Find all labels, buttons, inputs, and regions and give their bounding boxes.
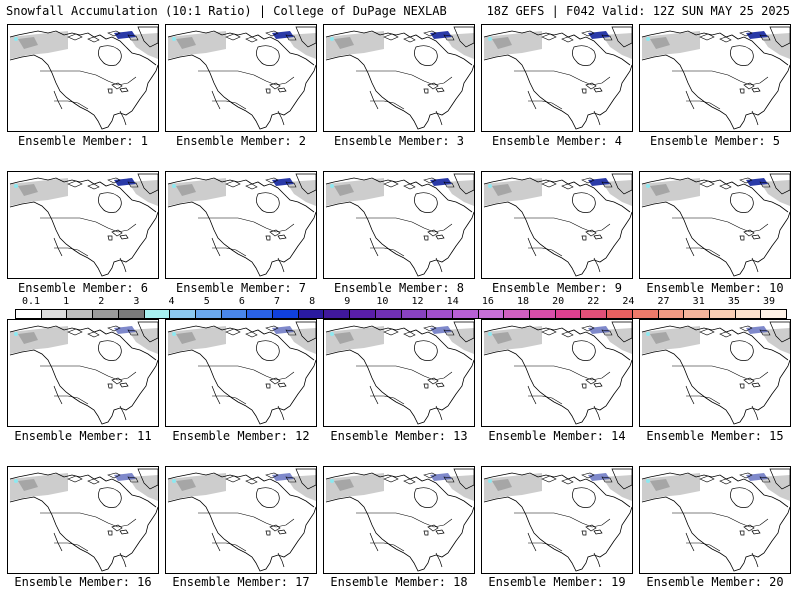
colorbar-swatch xyxy=(118,310,145,318)
ensemble-member-map xyxy=(165,171,317,279)
colorbar-tick-label: 8 xyxy=(309,296,316,307)
colorbar-swatch xyxy=(555,310,582,318)
ensemble-member-label: Ensemble Member: 6 xyxy=(17,281,149,295)
colorbar-swatch xyxy=(144,310,171,318)
ensemble-member-map xyxy=(481,24,633,132)
ensemble-member-label: Ensemble Member: 20 xyxy=(646,575,784,589)
colorbar-tick-label: 10 xyxy=(376,296,389,307)
colorbar-tick-label: 27 xyxy=(657,296,670,307)
colorbar-swatch xyxy=(658,310,685,318)
ensemble-member-label: Ensemble Member: 15 xyxy=(646,429,784,443)
ensemble-member-map xyxy=(639,171,791,279)
ensemble-member-label: Ensemble Member: 1 xyxy=(17,134,149,148)
ensemble-member-label: Ensemble Member: 2 xyxy=(175,134,307,148)
ensemble-member-label: Ensemble Member: 7 xyxy=(175,281,307,295)
ensemble-member-label: Ensemble Member: 5 xyxy=(649,134,781,148)
colorbar-swatch xyxy=(195,310,222,318)
ensemble-member-label: Ensemble Member: 8 xyxy=(333,281,465,295)
colorbar-tick-label: 20 xyxy=(552,296,565,307)
colorbar-swatch xyxy=(401,310,428,318)
colorbar-tick-label: 1 xyxy=(63,296,70,307)
ensemble-member-map xyxy=(165,466,317,574)
colorbar-tick-label: 16 xyxy=(481,296,494,307)
colorbar-swatch xyxy=(684,310,710,318)
colorbar-swatch xyxy=(67,310,94,318)
ensemble-member-map xyxy=(323,319,475,427)
ensemble-member-label: Ensemble Member: 16 xyxy=(14,575,152,589)
colorbar-tick-label: 14 xyxy=(446,296,459,307)
colorbar-swatch xyxy=(709,310,736,318)
map-title: Snowfall Accumulation (10:1 Ratio) | Col… xyxy=(6,4,447,18)
ensemble-member-label: Ensemble Member: 9 xyxy=(491,281,623,295)
colorbar-swatch xyxy=(350,310,376,318)
colorbar-swatch xyxy=(41,310,68,318)
colorbar-swatch xyxy=(298,310,325,318)
colorbar-swatch xyxy=(221,310,248,318)
colorbar-swatch xyxy=(761,310,787,318)
colorbar-swatch xyxy=(581,310,608,318)
ensemble-member-map xyxy=(639,466,791,574)
colorbar-tick-label: 9 xyxy=(344,296,351,307)
colorbar-swatch xyxy=(452,310,479,318)
ensemble-member-label: Ensemble Member: 12 xyxy=(172,429,310,443)
ensemble-member-map xyxy=(481,171,633,279)
colorbar-tick-label: 2 xyxy=(98,296,105,307)
colorbar-tick-label: 31 xyxy=(692,296,705,307)
colorbar-tick-label: 4 xyxy=(168,296,175,307)
colorbar-swatch xyxy=(427,310,453,318)
snowfall-colorbar xyxy=(15,309,787,319)
colorbar-swatch xyxy=(530,310,556,318)
colorbar-tick-label: 6 xyxy=(238,296,245,307)
ensemble-member-map xyxy=(323,24,475,132)
colorbar-swatch xyxy=(504,310,531,318)
colorbar-swatch xyxy=(478,310,505,318)
ensemble-member-map xyxy=(7,24,159,132)
colorbar-tick-label: 7 xyxy=(273,296,281,307)
ensemble-member-map xyxy=(165,319,317,427)
ensemble-member-map xyxy=(7,466,159,574)
ensemble-member-label: Ensemble Member: 4 xyxy=(491,134,623,148)
colorbar-swatch xyxy=(735,310,762,318)
ensemble-member-label: Ensemble Member: 10 xyxy=(646,281,784,295)
ensemble-member-label: Ensemble Member: 11 xyxy=(14,429,152,443)
ensemble-member-label: Ensemble Member: 14 xyxy=(488,429,626,443)
ensemble-member-map xyxy=(7,171,159,279)
ensemble-member-map xyxy=(323,466,475,574)
colorbar-tick-label: 0.1 xyxy=(21,296,41,307)
ensemble-member-map xyxy=(165,24,317,132)
colorbar-ticks: 0.1 1 2 3 4 5 6 7 8 9 10 12 14 16 18 20 22 24 27 31 35 39 xyxy=(15,296,785,308)
colorbar-tick-label: 5 xyxy=(203,296,210,307)
colorbar-tick-label: 18 xyxy=(516,296,530,307)
colorbar-swatch xyxy=(273,310,299,318)
ensemble-member-map xyxy=(639,319,791,427)
ensemble-member-label: Ensemble Member: 17 xyxy=(172,575,310,589)
colorbar-swatch xyxy=(247,310,274,318)
ensemble-member-label: Ensemble Member: 18 xyxy=(330,575,468,589)
ensemble-member-map xyxy=(7,319,159,427)
colorbar-swatch xyxy=(324,310,351,318)
colorbar-swatch xyxy=(170,310,196,318)
colorbar-swatch xyxy=(16,310,42,318)
colorbar-swatch xyxy=(607,310,633,318)
colorbar-swatch xyxy=(375,310,402,318)
colorbar-tick-label: 24 xyxy=(622,296,635,307)
ensemble-member-label: Ensemble Member: 13 xyxy=(330,429,468,443)
ensemble-member-map xyxy=(323,171,475,279)
ensemble-member-map xyxy=(481,466,633,574)
colorbar-tick-label: 39 xyxy=(762,296,776,307)
ensemble-member-map xyxy=(481,319,633,427)
colorbar-swatch xyxy=(93,310,119,318)
valid-time: 18Z GEFS | F042 Valid: 12Z SUN MAY 25 20… xyxy=(486,4,790,18)
ensemble-member-label: Ensemble Member: 3 xyxy=(333,134,465,148)
colorbar-tick-label: 22 xyxy=(587,296,600,307)
ensemble-member-label: Ensemble Member: 19 xyxy=(488,575,626,589)
ensemble-member-map xyxy=(639,24,791,132)
colorbar-swatch xyxy=(632,310,659,318)
colorbar-tick-label: 3 xyxy=(133,296,140,307)
colorbar-tick-label: 35 xyxy=(727,296,740,307)
colorbar-tick-label: 12 xyxy=(411,296,424,307)
